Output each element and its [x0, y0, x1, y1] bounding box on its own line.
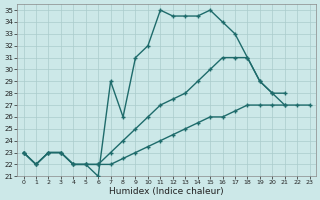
X-axis label: Humidex (Indice chaleur): Humidex (Indice chaleur): [109, 187, 224, 196]
